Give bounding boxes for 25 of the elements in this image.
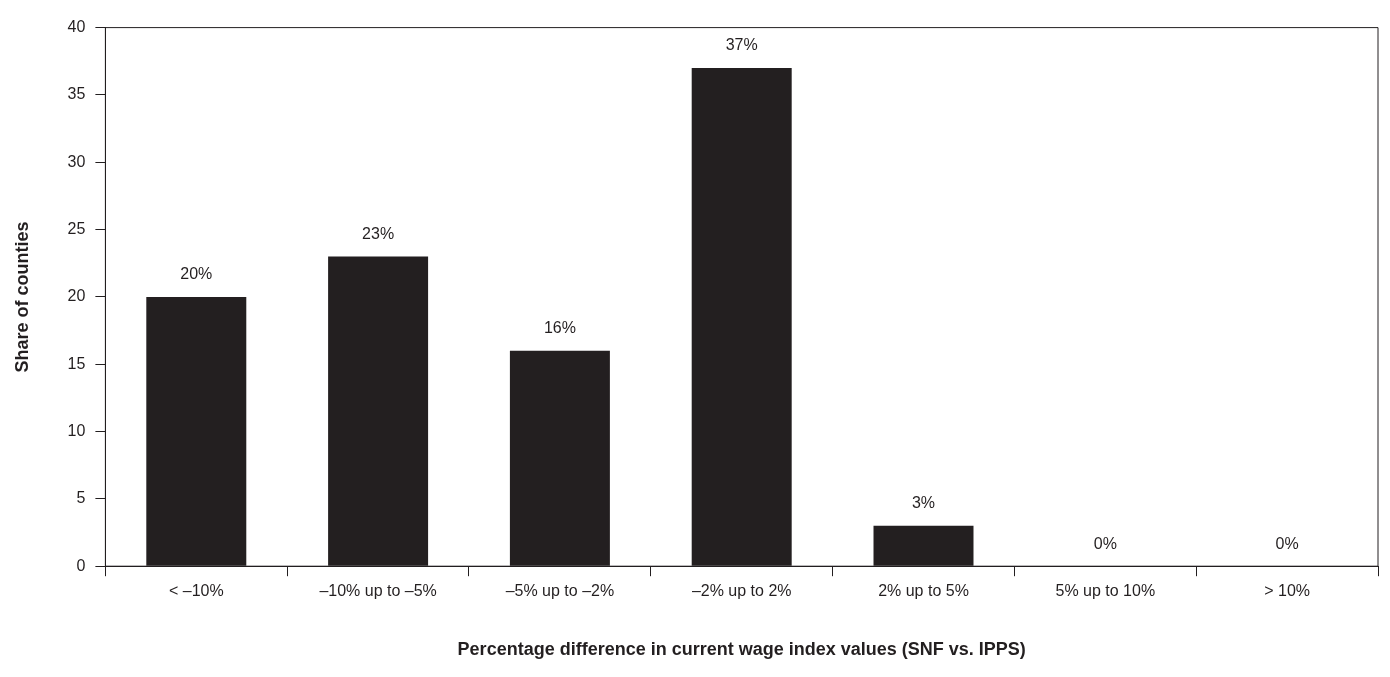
y-tick-label: 15 [67,354,86,372]
y-tick-label: 5 [76,489,86,507]
y-tick-label: 35 [67,85,86,103]
x-axis-title: Percentage difference in current wage index values (SNF vs. IPPS) [457,639,1026,660]
y-tick-label: 25 [67,219,86,237]
y-axis-title: Share of counties [11,221,32,373]
y-tick-label: 30 [67,152,86,170]
data-label: 20% [180,265,213,283]
data-label: 16% [543,319,576,337]
y-tick-label: 40 [67,18,86,36]
x-tick-label: –2% up to 2% [691,582,792,600]
y-tick-label: 20 [67,287,86,305]
y-tick-label: 0 [76,556,86,574]
data-label: 23% [362,224,395,242]
data-label: 3% [911,494,936,512]
x-tick-label: –5% up to –2% [505,582,615,600]
x-tick-label: > 10% [1264,582,1311,600]
x-tick-label: –10% up to –5% [319,582,437,600]
x-tick-label: 2% up to 5% [878,582,969,600]
y-tick-label: 10 [67,421,86,439]
x-tick-label: < –10% [168,582,224,600]
data-label: 0% [1093,534,1117,552]
data-label: 0% [1275,534,1299,552]
data-label: 37% [725,36,758,54]
x-tick-label: 5% up to 10% [1055,582,1156,600]
